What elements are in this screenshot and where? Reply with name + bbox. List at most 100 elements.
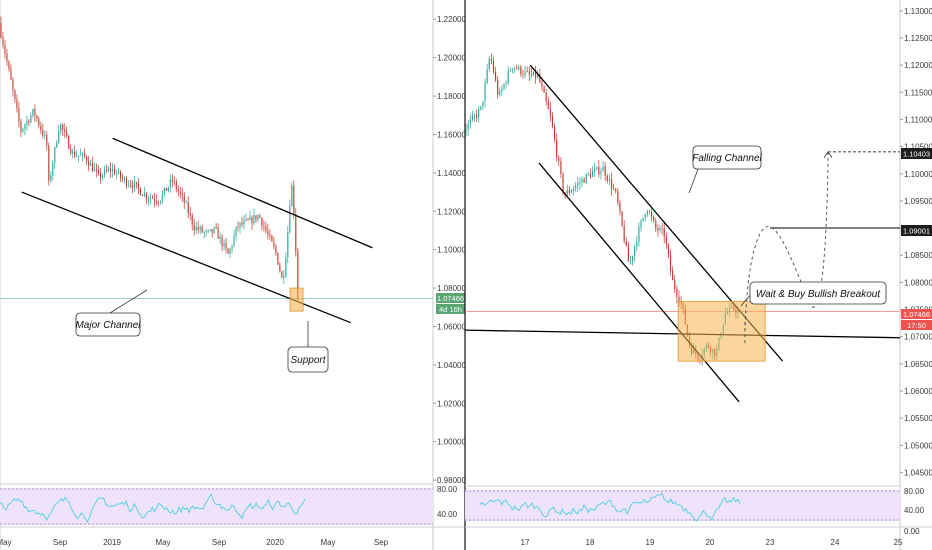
candle-body — [133, 181, 135, 188]
candle-body — [143, 193, 145, 196]
candle-body — [535, 71, 537, 78]
candle-body — [627, 245, 629, 262]
candle-body — [102, 175, 104, 178]
x-tick-label: May — [320, 538, 335, 547]
candle-body — [153, 198, 155, 201]
candle-body — [572, 188, 575, 191]
candle-body — [137, 183, 139, 189]
candle-body — [617, 191, 619, 203]
candle-body — [594, 169, 596, 172]
x-tick-label: Sep — [374, 538, 389, 547]
candle-body — [642, 217, 644, 221]
candle-body — [201, 227, 203, 233]
candle-body — [14, 90, 16, 100]
candle-body — [90, 163, 92, 166]
candle-body — [541, 82, 543, 87]
left-rsi-tick-40: 40.00 — [437, 510, 458, 519]
candle-body — [237, 226, 239, 228]
projection-arrowhead — [823, 151, 833, 159]
x-tick-label: May — [0, 538, 12, 547]
candle-body — [501, 89, 503, 92]
candle-body — [657, 227, 659, 231]
x-tick-label: Sep — [212, 538, 227, 547]
candle-body — [520, 66, 522, 75]
candle-body — [653, 216, 655, 221]
candle-body — [277, 252, 279, 265]
candle-body — [10, 69, 12, 81]
candle-body — [16, 99, 18, 109]
falling-channel-callout: Falling Channel — [688, 145, 763, 194]
candle-body — [64, 129, 66, 132]
candle-body — [191, 214, 193, 225]
candle-body — [108, 168, 110, 171]
target-badge-2-value: 1.09001 — [903, 227, 930, 236]
candle-body — [667, 244, 670, 255]
candle-body — [665, 236, 667, 245]
x-tick-label: 17 — [521, 538, 530, 547]
candle-body — [145, 193, 147, 200]
candle-body — [655, 220, 657, 228]
candle-body — [295, 214, 297, 251]
candle-body — [257, 215, 259, 220]
candle-body — [509, 70, 511, 71]
candle-body — [604, 166, 606, 176]
y-tick-label: 1.10000 — [904, 170, 932, 179]
candle-body — [215, 227, 217, 229]
y-tick-label: 1.10500 — [904, 143, 932, 152]
y-tick-label: 1.11500 — [904, 88, 932, 97]
candle-body — [219, 236, 221, 239]
candle-body — [473, 115, 476, 117]
candle-body — [155, 200, 157, 202]
candle-body — [98, 170, 100, 173]
candle-body — [60, 124, 62, 132]
y-tick-label: 1.10000 — [437, 246, 466, 255]
candle-body — [497, 80, 499, 95]
candle-body — [469, 119, 471, 124]
candle-body — [623, 225, 625, 242]
x-tick-label: 24 — [831, 538, 840, 547]
major-channel-label: Major Channel — [75, 320, 141, 331]
candle-body — [663, 228, 665, 237]
candle-body — [465, 129, 467, 131]
candle-body — [82, 153, 84, 155]
candle-body — [66, 131, 68, 137]
y-tick-label: 1.14000 — [437, 169, 466, 178]
candle-body — [115, 173, 118, 175]
candle-body — [511, 68, 514, 71]
candle-body — [297, 250, 299, 301]
left-rsi-line — [0, 493, 306, 523]
candle-body — [104, 169, 106, 176]
y-tick-label: 1.22000 — [437, 15, 466, 24]
candle-body — [490, 58, 492, 61]
wait-buy-callout: Wait & Buy Bullish Breakout — [740, 281, 887, 307]
left-price-badge-timer: 4d 16h — [439, 305, 462, 314]
candle-body — [528, 71, 530, 75]
candle-body — [503, 84, 505, 90]
candle-body — [30, 115, 32, 123]
candle-body — [32, 109, 34, 116]
candle-body — [606, 175, 608, 181]
right-chart: 1.13000 1.12500 1.12000 1.11500 1.11000 1.105… — [464, 0, 932, 550]
candle-body — [513, 67, 516, 69]
x-tick-label: 2019 — [103, 538, 121, 547]
buy-zone — [677, 300, 766, 362]
y-tick-label: 1.05000 — [904, 441, 932, 450]
candle-body — [669, 254, 672, 271]
candle-body — [492, 60, 495, 73]
candle-body — [181, 193, 183, 196]
x-tick-label: 2020 — [266, 538, 284, 547]
y-tick-label: 1.12000 — [904, 61, 932, 70]
right-price-badge: 1.07466 17:50 — [901, 309, 932, 330]
candle-body — [119, 171, 122, 178]
candle-body — [96, 169, 98, 171]
candle-body — [131, 185, 134, 188]
candle-body — [522, 74, 524, 75]
right-x-axis: 17 18 19 20 23 24 25 — [521, 538, 903, 547]
support-callout: Support — [287, 321, 329, 373]
candle-body — [113, 168, 116, 175]
candle-body — [207, 230, 209, 232]
candle-body — [488, 58, 490, 70]
wait-buy-label: Wait & Buy Bullish Breakout — [756, 289, 882, 300]
x-tick-label: May — [155, 538, 170, 547]
candle-body — [203, 231, 205, 233]
